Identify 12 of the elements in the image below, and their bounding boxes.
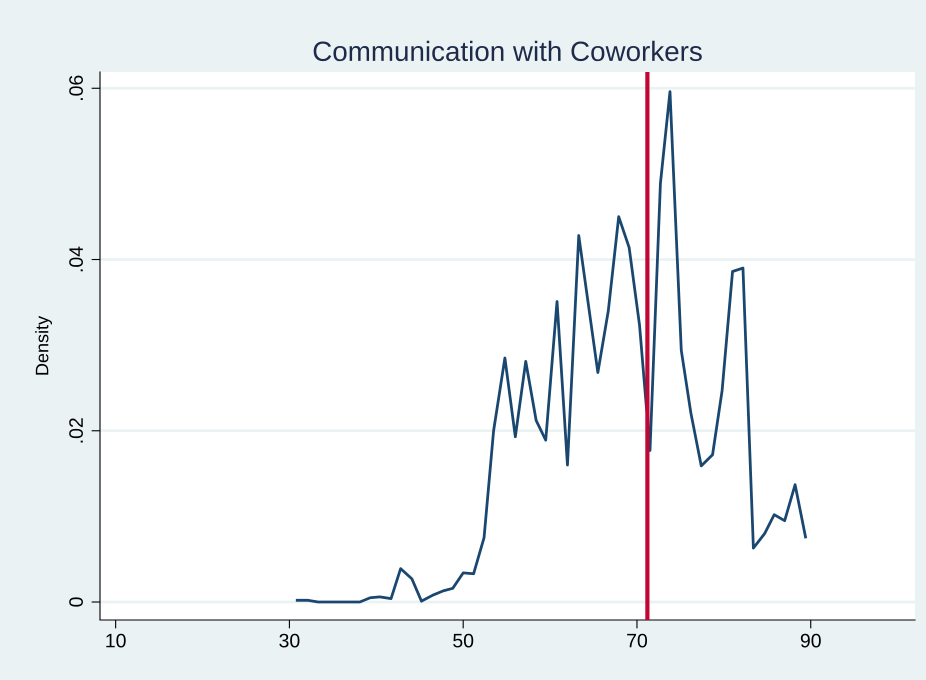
y-tick-label: 0 bbox=[69, 597, 83, 607]
y-axis-title: Density bbox=[35, 316, 52, 375]
x-tick-label: 70 bbox=[627, 634, 648, 648]
y-tick-label: .02 bbox=[69, 418, 83, 443]
x-tick-label: 50 bbox=[453, 634, 474, 648]
chart-title: Communication with Coworkers bbox=[314, 40, 702, 62]
x-tick-label: 30 bbox=[279, 634, 300, 648]
x-tick-label: 90 bbox=[800, 634, 821, 648]
x-tick-label: 10 bbox=[106, 634, 126, 648]
line-series bbox=[296, 90, 807, 604]
y-tick-label: .04 bbox=[69, 246, 83, 272]
y-tick-label: .06 bbox=[69, 76, 83, 100]
